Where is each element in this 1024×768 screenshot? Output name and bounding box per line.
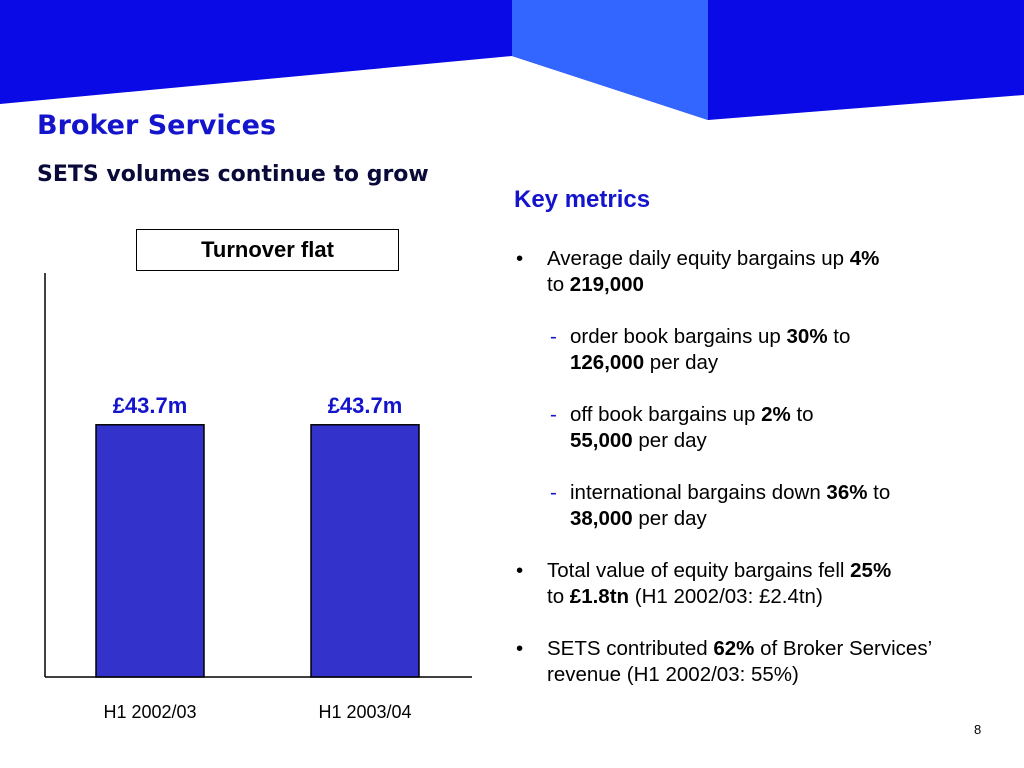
metric-bullet-value: • Total value of equity bargains fell 25…	[516, 559, 892, 608]
bullet-icon: •	[516, 637, 524, 660]
bullet-icon: •	[516, 559, 524, 582]
metric-bullet-bargains: • Average daily equity bargains up 4% to…	[516, 247, 880, 296]
page-number: 8	[974, 722, 982, 737]
banner-dark-shape	[0, 0, 1024, 120]
bar	[310, 424, 420, 678]
metric-sub-international: - international bargains down 36% to 38,…	[550, 481, 891, 530]
key-metrics-panel: Key metrics • Average daily equity barga…	[514, 186, 1004, 688]
key-metrics-heading: Key metrics	[514, 186, 651, 213]
dash-icon: -	[550, 325, 557, 348]
page-title: Broker Services	[37, 110, 277, 141]
page-subtitle: SETS volumes continue to grow	[37, 162, 429, 187]
header-banner	[0, 0, 1024, 120]
metric-bullet-sets: • SETS contributed 62% of Broker Service…	[516, 637, 932, 686]
x-tick-label: H1 2002/03	[103, 702, 196, 722]
x-tick-label: H1 2003/04	[318, 702, 411, 722]
turnover-bar-chart: £43.7m H1 2002/03 £43.7m H1 2003/04	[44, 273, 472, 722]
turnover-callout: Turnover flat	[136, 229, 399, 271]
dash-icon: -	[550, 403, 557, 426]
bullet-icon: •	[516, 247, 524, 270]
metric-sub-off-book: - off book bargains up 2% to 55,000 per …	[550, 403, 814, 452]
bar	[95, 424, 205, 678]
dash-icon: -	[550, 481, 557, 504]
bar-data-label: £43.7m	[113, 393, 188, 418]
bar-data-label: £43.7m	[328, 393, 403, 418]
banner-light-shape	[512, 0, 708, 120]
metric-sub-order-book: - order book bargains up 30% to 126,000 …	[550, 325, 851, 374]
